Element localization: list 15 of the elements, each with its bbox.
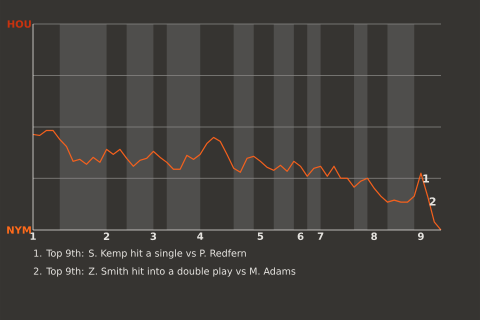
text: NYM xyxy=(7,226,31,234)
x-tick-label: 5 xyxy=(258,232,264,240)
x-tick-label: 7 xyxy=(318,232,324,240)
annotation: 2 xyxy=(430,197,436,206)
x-tick-label: 1 xyxy=(30,232,36,240)
annotation: 1 xyxy=(423,174,430,182)
x-tick-label: 6 xyxy=(298,232,304,240)
text: 1. Top 9th: S. Kemp hit a single vs P. Redfern xyxy=(34,249,246,259)
x-tick-label: 4 xyxy=(197,232,204,240)
x-tick-label: 3 xyxy=(150,232,156,240)
x-tick-label: 2 xyxy=(104,232,110,240)
text: HOU xyxy=(8,20,31,28)
x-tick-label: 8 xyxy=(371,232,377,240)
text: 2. Top 9th: Z. Smith hit into a double play vs M. Adams xyxy=(34,267,296,277)
x-tick-label: 9 xyxy=(418,232,424,240)
